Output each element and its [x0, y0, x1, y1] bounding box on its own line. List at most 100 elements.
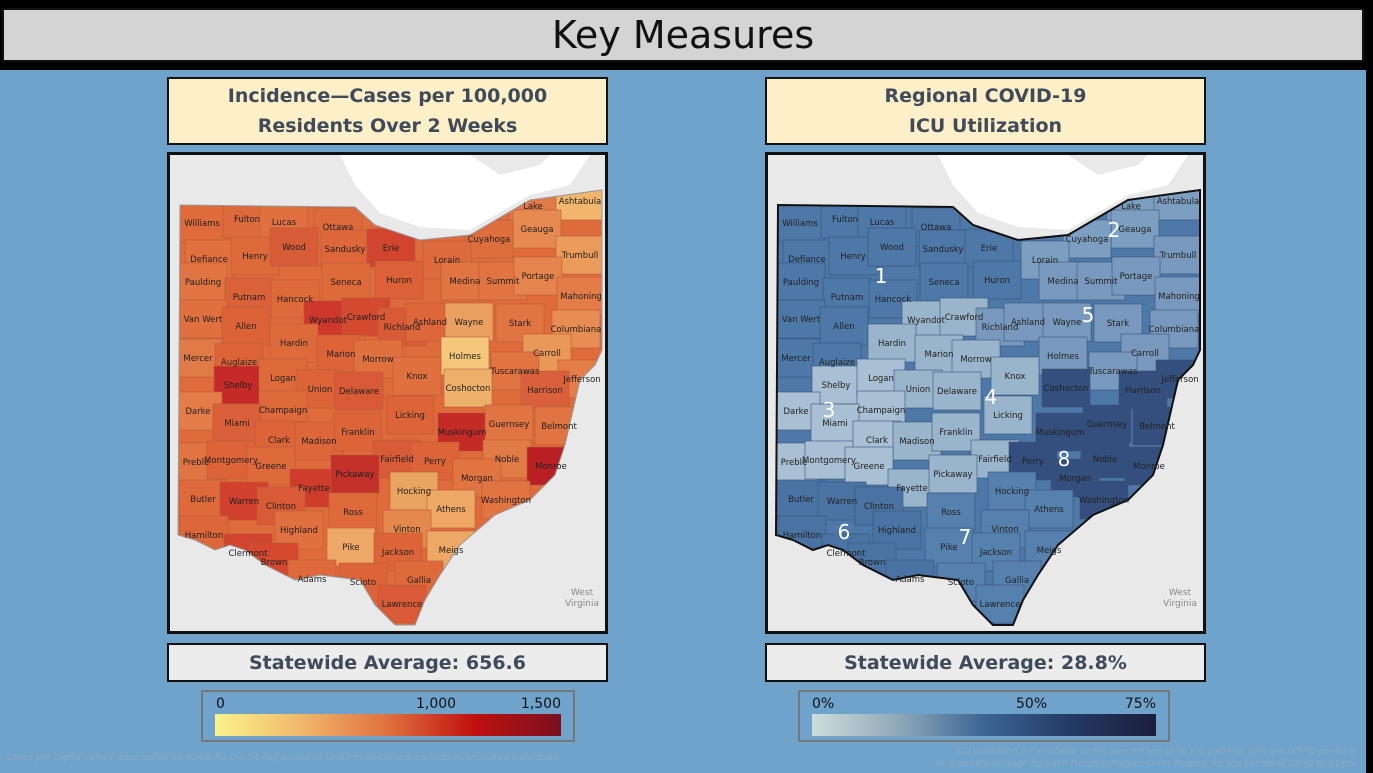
county-label: Stark	[509, 319, 531, 329]
county-wood[interactable]	[867, 227, 917, 267]
county-label: Putnam	[233, 293, 266, 303]
county-label: Defiance	[190, 255, 228, 265]
county-athens[interactable]	[1024, 489, 1074, 529]
county-trumbull[interactable]	[555, 235, 604, 275]
county-harrison[interactable]	[520, 370, 570, 410]
county-label: Clark	[866, 436, 888, 446]
county-huron[interactable]	[972, 260, 1022, 300]
county-guernsey[interactable]	[1082, 404, 1132, 444]
incidence-map[interactable]: Williams Fulton Lucas Ottawa Lake Ashtabula Ge…	[167, 152, 608, 634]
county-seneca[interactable]	[919, 262, 969, 302]
county-label: Huron	[386, 276, 412, 286]
icu-map[interactable]: Williams Fulton Lucas Ottawa Lake Ashtabula Ge…	[765, 152, 1206, 634]
county-label: Coshocton	[1044, 384, 1089, 394]
county-label: Delaware	[937, 387, 977, 397]
county-van-wert[interactable]	[776, 299, 826, 339]
county-licking[interactable]	[385, 395, 435, 435]
county-label: Ross	[941, 508, 961, 518]
county-van-wert[interactable]	[178, 299, 228, 339]
county-sandusky[interactable]	[918, 229, 968, 269]
region-label-8: 8	[1058, 447, 1071, 471]
county-ross[interactable]	[926, 492, 976, 532]
icu-legend: 0% 50% 75%	[798, 690, 1170, 742]
county-label: Darke	[185, 407, 210, 417]
county-label: Hocking	[995, 487, 1029, 497]
county-knox[interactable]	[392, 356, 442, 396]
county-label: Preble	[781, 458, 808, 468]
county-pickaway[interactable]	[928, 454, 978, 494]
county-trumbull[interactable]	[1153, 235, 1202, 275]
county-label: Holmes	[449, 352, 481, 362]
county-label: Lucas	[272, 218, 297, 228]
county-label: Morgan	[1059, 474, 1091, 484]
county-mahoning[interactable]	[556, 276, 605, 316]
county-label: Washington	[1079, 496, 1129, 506]
county-coshocton[interactable]	[1041, 368, 1091, 408]
county-label: Putnam	[831, 293, 864, 303]
county-label: Jefferson	[562, 375, 600, 385]
county-label: Williams	[782, 219, 818, 229]
county-athens[interactable]	[426, 489, 476, 529]
county-label: Harrison	[527, 386, 563, 396]
county-label: Sandusky	[923, 245, 964, 255]
county-label: Paulding	[783, 278, 819, 288]
county-highland[interactable]	[872, 510, 922, 550]
county-label: Greene	[256, 462, 287, 472]
county-label: Mahoning	[560, 292, 602, 302]
county-label: Seneca	[928, 278, 959, 288]
county-label: Union	[906, 385, 931, 395]
county-guernsey[interactable]	[484, 404, 534, 444]
county-label: Union	[308, 385, 333, 395]
county-label: Jefferson	[1160, 375, 1198, 385]
county-label: Washington	[481, 496, 531, 506]
county-seneca[interactable]	[321, 262, 371, 302]
county-wayne[interactable]	[1042, 302, 1092, 342]
county-label: Trumbull	[1159, 251, 1197, 261]
county-wood[interactable]	[269, 227, 319, 267]
county-paulding[interactable]	[776, 262, 826, 302]
county-label: Darke	[783, 407, 808, 417]
icu-color-scale	[812, 714, 1156, 736]
county-huron[interactable]	[374, 260, 424, 300]
county-allen[interactable]	[221, 306, 271, 346]
county-label: Scioto	[948, 578, 974, 588]
county-label: Williams	[184, 219, 220, 229]
county-butler[interactable]	[776, 479, 826, 519]
county-label: Wyandot	[907, 316, 945, 326]
county-delaware[interactable]	[932, 371, 982, 411]
county-pickaway[interactable]	[330, 454, 380, 494]
county-label: Wyandot	[309, 316, 347, 326]
county-label: Knox	[1005, 372, 1026, 382]
county-label: Henry	[242, 252, 268, 262]
county-label: Wood	[880, 243, 904, 253]
county-label: Highland	[878, 526, 916, 536]
county-knox[interactable]	[990, 356, 1040, 396]
neighbor-state-label: West Virginia	[565, 588, 599, 609]
county-label: Clinton	[864, 502, 894, 512]
county-williams[interactable]	[178, 203, 227, 243]
county-ross[interactable]	[328, 492, 378, 532]
county-highland[interactable]	[274, 510, 324, 550]
county-label: Wood	[282, 243, 306, 253]
county-portage[interactable]	[1111, 256, 1161, 296]
county-holmes[interactable]	[440, 336, 490, 376]
county-pike[interactable]	[326, 527, 376, 567]
county-coshocton[interactable]	[443, 368, 493, 408]
county-allen[interactable]	[819, 306, 869, 346]
county-licking[interactable]	[983, 395, 1033, 435]
neighbor-state-label: West Virginia	[1163, 588, 1197, 609]
county-greene[interactable]	[844, 446, 894, 486]
county-holmes[interactable]	[1038, 336, 1088, 376]
county-delaware[interactable]	[334, 371, 384, 411]
county-geauga[interactable]	[1110, 209, 1160, 249]
county-label: Champaign	[259, 406, 308, 416]
county-label: Fulton	[832, 215, 858, 225]
county-label: Van Wert	[184, 315, 223, 325]
county-portage[interactable]	[513, 256, 563, 296]
county-label: Vinton	[991, 525, 1018, 535]
county-hardin[interactable]	[269, 323, 319, 363]
county-label: Cuyahoga	[1066, 235, 1109, 245]
county-label: Marion	[327, 350, 356, 360]
county-greene[interactable]	[246, 446, 296, 486]
legend-tick: 1,000	[416, 696, 457, 712]
